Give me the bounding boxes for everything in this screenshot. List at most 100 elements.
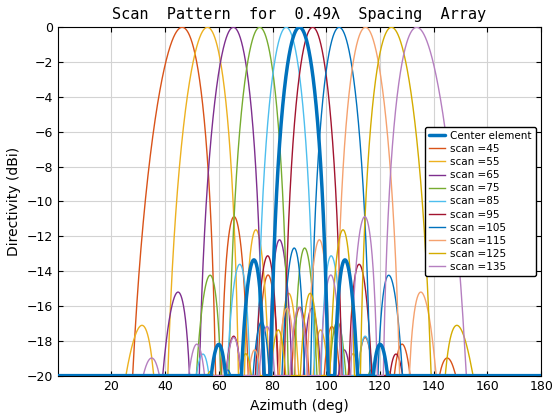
scan =125 bbox=[54, 373, 61, 378]
scan =85 bbox=[83, 373, 90, 378]
scan =65 bbox=[57, 373, 63, 378]
scan =95 bbox=[149, 373, 156, 378]
scan =115 bbox=[512, 373, 519, 378]
Line: scan =105: scan =105 bbox=[58, 27, 541, 375]
scan =85 bbox=[512, 373, 519, 378]
Line: scan =65: scan =65 bbox=[58, 27, 541, 375]
Center element bbox=[74, 373, 81, 378]
scan =65 bbox=[149, 373, 156, 378]
scan =65 bbox=[74, 373, 81, 378]
Center element bbox=[291, 32, 297, 37]
scan =55 bbox=[83, 373, 90, 378]
scan =75 bbox=[54, 373, 61, 378]
scan =75 bbox=[291, 373, 297, 378]
scan =135 bbox=[54, 373, 61, 378]
scan =45 bbox=[57, 373, 63, 378]
scan =45 bbox=[54, 373, 61, 378]
scan =85 bbox=[538, 373, 544, 378]
scan =95 bbox=[291, 126, 297, 131]
scan =135 bbox=[83, 373, 90, 378]
scan =115 bbox=[83, 373, 90, 378]
scan =125 bbox=[538, 373, 544, 378]
scan =95 bbox=[83, 373, 90, 378]
scan =105 bbox=[57, 373, 63, 378]
Legend: Center element, scan =45, scan =55, scan =65, scan =75, scan =85, scan =95, scan: Center element, scan =45, scan =55, scan… bbox=[425, 127, 536, 276]
scan =85 bbox=[149, 373, 156, 378]
Line: scan =55: scan =55 bbox=[58, 27, 541, 375]
scan =75 bbox=[57, 373, 63, 378]
scan =55 bbox=[74, 373, 81, 378]
scan =85 bbox=[74, 373, 81, 378]
scan =105 bbox=[83, 373, 90, 378]
Y-axis label: Directivity (dBi): Directivity (dBi) bbox=[7, 147, 21, 256]
scan =105 bbox=[538, 373, 544, 378]
Line: scan =95: scan =95 bbox=[58, 27, 541, 375]
scan =115 bbox=[291, 349, 297, 354]
scan =55 bbox=[512, 373, 519, 378]
scan =135 bbox=[74, 373, 81, 378]
scan =105 bbox=[54, 373, 61, 378]
scan =55 bbox=[538, 373, 544, 378]
scan =75 bbox=[512, 373, 519, 378]
scan =65 bbox=[54, 373, 61, 378]
Center element bbox=[296, 25, 303, 30]
scan =85 bbox=[291, 41, 297, 46]
scan =85 bbox=[283, 25, 290, 30]
scan =55 bbox=[149, 362, 156, 367]
scan =65 bbox=[230, 25, 237, 30]
X-axis label: Azimuth (deg): Azimuth (deg) bbox=[250, 399, 349, 413]
scan =65 bbox=[512, 373, 519, 378]
scan =75 bbox=[149, 373, 156, 378]
scan =125 bbox=[83, 373, 90, 378]
scan =115 bbox=[54, 373, 61, 378]
scan =135 bbox=[149, 356, 156, 361]
scan =55 bbox=[54, 373, 61, 378]
scan =135 bbox=[291, 323, 297, 328]
scan =95 bbox=[538, 373, 544, 378]
Line: scan =45: scan =45 bbox=[58, 27, 541, 375]
Center element bbox=[512, 373, 519, 378]
scan =125 bbox=[57, 373, 63, 378]
scan =125 bbox=[512, 373, 519, 378]
scan =75 bbox=[83, 373, 90, 378]
scan =115 bbox=[538, 373, 544, 378]
scan =115 bbox=[149, 373, 156, 378]
scan =45 bbox=[74, 373, 81, 378]
scan =65 bbox=[83, 373, 90, 378]
Line: scan =75: scan =75 bbox=[58, 27, 541, 375]
Center element bbox=[54, 373, 61, 378]
scan =135 bbox=[512, 373, 519, 378]
scan =45 bbox=[512, 373, 519, 378]
scan =135 bbox=[538, 373, 544, 378]
scan =75 bbox=[256, 25, 263, 30]
Center element bbox=[57, 373, 63, 378]
Line: scan =125: scan =125 bbox=[58, 27, 541, 375]
scan =95 bbox=[512, 373, 519, 378]
scan =105 bbox=[74, 373, 81, 378]
Line: scan =135: scan =135 bbox=[58, 27, 541, 375]
scan =95 bbox=[57, 373, 63, 378]
scan =135 bbox=[57, 373, 63, 378]
Title: Scan  Pattern  for  0.49λ  Spacing  Array: Scan Pattern for 0.49λ Spacing Array bbox=[113, 7, 487, 22]
scan =95 bbox=[54, 373, 61, 378]
scan =135 bbox=[413, 25, 420, 30]
scan =75 bbox=[538, 373, 544, 378]
scan =85 bbox=[57, 373, 63, 378]
Center element bbox=[83, 373, 90, 378]
scan =95 bbox=[74, 373, 81, 378]
scan =55 bbox=[291, 313, 297, 318]
scan =45 bbox=[291, 333, 297, 339]
scan =125 bbox=[291, 373, 297, 378]
scan =55 bbox=[57, 373, 63, 378]
Center element bbox=[149, 373, 156, 378]
scan =45 bbox=[179, 25, 185, 30]
Line: scan =85: scan =85 bbox=[58, 27, 541, 375]
scan =55 bbox=[204, 25, 211, 30]
scan =125 bbox=[149, 373, 156, 378]
scan =115 bbox=[57, 373, 63, 378]
scan =45 bbox=[83, 373, 90, 378]
scan =105 bbox=[291, 246, 297, 251]
scan =125 bbox=[74, 373, 81, 378]
scan =65 bbox=[538, 373, 544, 378]
scan =125 bbox=[388, 25, 395, 30]
